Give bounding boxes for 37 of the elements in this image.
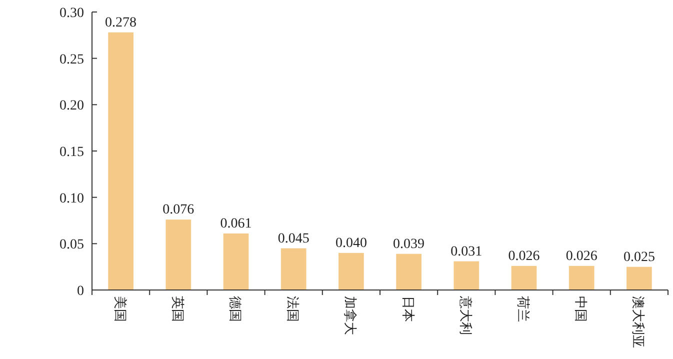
x-tick-label: 法国	[286, 296, 301, 322]
x-tick-label: 加拿大	[343, 296, 358, 335]
x-tick-label: 意大利	[458, 295, 474, 335]
y-tick-label: 0.05	[60, 238, 84, 253]
x-tick-label: 美国	[112, 296, 128, 322]
bar	[511, 266, 537, 290]
x-tick-label: 中国	[574, 296, 589, 322]
bar	[223, 233, 249, 290]
bar	[338, 252, 364, 290]
bar	[108, 32, 134, 290]
x-tick-label: 德国	[228, 296, 243, 322]
bar	[454, 261, 480, 290]
data-label: 0.040	[335, 236, 367, 251]
x-tick-label: 荷兰	[516, 296, 531, 322]
x-tick-label: 日本	[400, 296, 416, 322]
y-tick-label: 0.30	[60, 6, 84, 21]
y-tick-label: 0.15	[60, 145, 84, 160]
data-label: 0.025	[623, 250, 655, 265]
y-tick-label: 0	[77, 284, 84, 299]
bar	[568, 266, 594, 290]
data-label: 0.278	[105, 15, 137, 30]
bar	[280, 248, 306, 290]
bar	[396, 254, 422, 290]
y-tick-label: 0.20	[60, 98, 84, 114]
y-tick-label: 0.25	[60, 52, 84, 68]
x-tick-label: 澳大利亚	[631, 296, 646, 348]
data-label: 0.026	[566, 248, 598, 264]
data-label: 0.026	[508, 248, 540, 264]
data-label: 0.045	[278, 231, 310, 246]
data-label: 0.031	[450, 244, 482, 260]
bar	[626, 266, 652, 290]
data-label: 0.061	[220, 216, 252, 232]
data-label: 0.076	[162, 202, 194, 218]
data-label: 0.039	[393, 236, 425, 252]
bar	[166, 220, 192, 290]
y-tick-label: 0.10	[60, 191, 84, 206]
x-tick-label: 英国	[170, 296, 186, 322]
